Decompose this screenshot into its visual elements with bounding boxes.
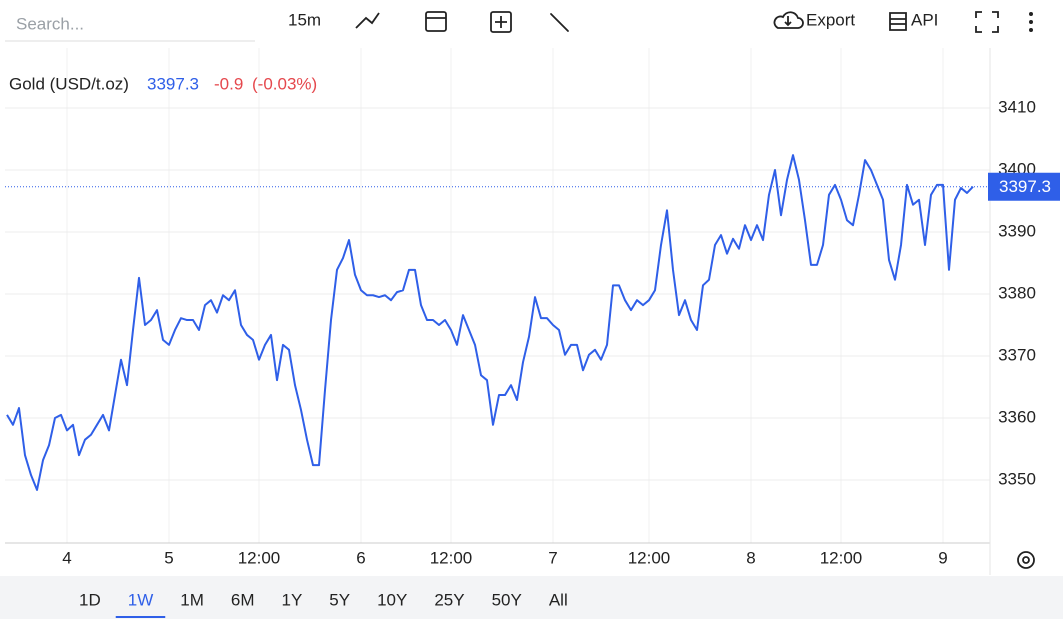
x-tick-label: 4 (62, 548, 71, 567)
y-tick-label: 3370 (998, 345, 1036, 364)
y-tick-label: 3360 (998, 407, 1036, 426)
fullscreen-icon[interactable] (975, 11, 999, 33)
range-button[interactable]: 1D (79, 590, 101, 609)
x-tick-label: 12:00 (430, 548, 473, 567)
price-line (6, 154, 974, 491)
gear-outer (1017, 551, 1035, 569)
range-button[interactable]: All (549, 590, 568, 609)
last-price: 3397.3 (147, 74, 199, 93)
calendar-icon[interactable] (425, 11, 447, 32)
legend: Gold (USD/t.oz) 3397.3 -0.9 (-0.03%) (9, 74, 317, 93)
interval-button[interactable]: 15m (288, 10, 321, 29)
api-button[interactable]: API (889, 10, 938, 31)
range-bar (0, 576, 1063, 619)
more-menu[interactable] (1029, 12, 1033, 32)
range-button[interactable]: 6M (231, 590, 255, 609)
x-tick-label: 7 (548, 548, 557, 567)
range-button[interactable]: 50Y (492, 590, 522, 609)
y-tick-label: 3350 (998, 469, 1036, 488)
x-tick-label: 12:00 (820, 548, 863, 567)
dot (1029, 12, 1033, 16)
range-button[interactable]: 1W (128, 590, 154, 609)
x-tick-label: 8 (746, 548, 755, 567)
range-button[interactable]: 5Y (329, 590, 350, 609)
export-button[interactable]: Export (773, 10, 855, 29)
change: -0.9 (214, 74, 243, 93)
y-tick-label: 3390 (998, 221, 1036, 240)
export-icon (773, 11, 804, 29)
chart-type-icon[interactable] (355, 12, 380, 29)
last-price-tag-label: 3397.3 (999, 177, 1051, 196)
gear-inner (1022, 556, 1030, 564)
range-button[interactable]: 25Y (434, 590, 464, 609)
add-plus (495, 16, 507, 28)
last-price-tag (988, 172, 1060, 201)
settings-wrench[interactable] (550, 13, 569, 32)
dot (1029, 20, 1033, 24)
search-box[interactable]: Search... (5, 14, 255, 42)
x-tick-label: 6 (356, 548, 365, 567)
chart-settings[interactable] (1017, 551, 1035, 569)
dot (1029, 28, 1033, 32)
y-tick-label: 3410 (998, 97, 1036, 116)
calendar-frame (425, 11, 447, 32)
y-tick-label: 3380 (998, 283, 1036, 302)
x-tick-label: 5 (164, 548, 173, 567)
x-tick-label: 12:00 (238, 548, 281, 567)
search-placeholder[interactable]: Search... (16, 14, 84, 33)
instrument-name: Gold (USD/t.oz) (9, 74, 129, 93)
api-label[interactable]: API (911, 10, 938, 29)
x-tick-label: 9 (938, 548, 947, 567)
range-button[interactable]: 10Y (377, 590, 407, 609)
add-icon[interactable] (490, 11, 512, 33)
change-percent: (-0.03%) (252, 74, 317, 93)
range-button[interactable]: 1M (180, 590, 204, 609)
add-frame (490, 11, 512, 33)
api-icon (889, 12, 907, 31)
export-label[interactable]: Export (806, 10, 855, 29)
range-button[interactable]: 1Y (281, 590, 302, 609)
x-tick-label: 12:00 (628, 548, 671, 567)
